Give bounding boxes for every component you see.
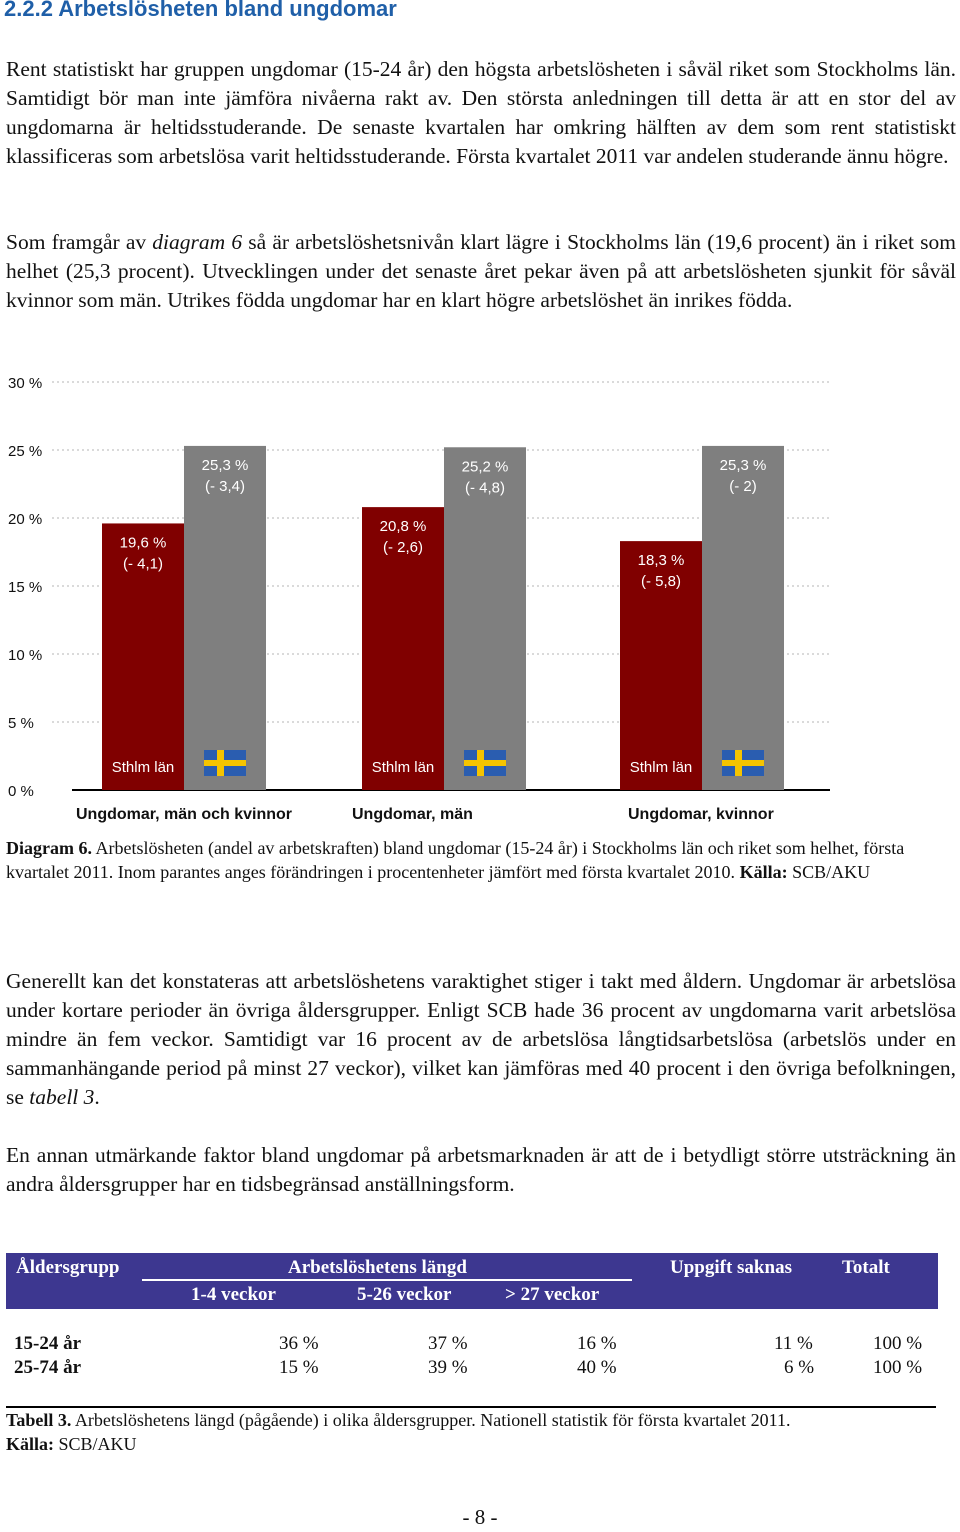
- y-tick-label: 25 %: [8, 443, 42, 460]
- table-source-label: Källa:: [6, 1434, 54, 1454]
- bar-change-label: (- 2,6): [383, 539, 423, 556]
- bar: [702, 445, 784, 790]
- bar: [444, 447, 526, 790]
- header-sub-5-26: 5-26 veckor: [357, 1284, 452, 1305]
- row-value-27: 16 %: [577, 1333, 617, 1354]
- paragraph-duration: Generellt kan det konstateras att arbets…: [6, 967, 956, 1112]
- page-number: - 8 -: [462, 1505, 498, 1529]
- bar-change-label: (- 4,1): [123, 555, 163, 572]
- row-value-missing: 11 %: [774, 1333, 813, 1354]
- bar: [362, 507, 444, 790]
- header-divider: [142, 1279, 632, 1281]
- bar-region-label: Sthlm län: [112, 759, 175, 776]
- table-caption-label: Tabell 3.: [6, 1410, 72, 1430]
- paragraph-text: Generellt kan det konstateras att arbets…: [6, 969, 956, 1109]
- table-row: 25-74 år 15 % 39 % 40 % 6 % 100 %: [14, 1357, 934, 1381]
- row-value-total: 100 %: [873, 1333, 923, 1354]
- row-age-group: 15-24 år: [14, 1333, 82, 1354]
- bar: [184, 445, 266, 790]
- table-header: Åldersgrupp Arbetslöshetens längd Uppgif…: [6, 1253, 938, 1309]
- x-category-label: Ungdomar, män och kvinnor: [76, 806, 292, 823]
- flag-cross-horizontal: [722, 760, 764, 766]
- bar-value-label: 19,6 %: [120, 534, 167, 551]
- y-tick-label: 5 %: [8, 715, 34, 732]
- bar: [102, 523, 184, 790]
- y-tick-label: 10 %: [8, 647, 42, 664]
- y-tick-label: 15 %: [8, 579, 42, 596]
- diagram-caption: Diagram 6. Arbetslösheten (andel av arbe…: [6, 836, 951, 884]
- table-caption-text: Arbetslöshetens längd (pågående) i olika…: [71, 1410, 791, 1430]
- table-caption-rule: [6, 1406, 936, 1408]
- bar-region-label: Sthlm län: [372, 759, 435, 776]
- y-tick-label: 30 %: [8, 375, 42, 392]
- diagram-source-label: Källa:: [739, 862, 788, 882]
- diagram-source: SCB/AKU: [787, 862, 871, 882]
- row-age-group: 25-74 år: [14, 1357, 82, 1378]
- table-reference: tabell 3: [29, 1085, 95, 1109]
- y-tick-label: 0 %: [8, 783, 34, 800]
- paragraph-text: så är arbetslöshetsnivån klart lägre i S…: [6, 230, 956, 312]
- row-value-total: 100 %: [873, 1357, 923, 1378]
- table-caption: Tabell 3. Arbetslöshetens längd (pågåend…: [6, 1408, 956, 1456]
- paragraph-diagram-ref: Som framgår av diagram 6 så är arbetslös…: [6, 228, 956, 315]
- header-gap: [658, 1279, 823, 1281]
- header-sub-27: > 27 veckor: [505, 1284, 600, 1305]
- row-value-1-4: 36 %: [279, 1333, 319, 1354]
- bar-change-label: (- 2): [729, 478, 757, 495]
- y-tick-label: 20 %: [8, 511, 42, 528]
- paragraph-text: .: [94, 1085, 100, 1109]
- bar-change-label: (- 3,4): [205, 478, 245, 495]
- header-total: Totalt: [842, 1257, 890, 1278]
- flag-cross-horizontal: [204, 760, 246, 766]
- bar-chart-svg: 0 % 5 % 10 % 15 % 20 % 25 % 30 % 19,6 % (- 4,1) S…: [8, 375, 830, 823]
- row-value-1-4: 15 %: [279, 1357, 319, 1378]
- unemployment-chart: 0 % 5 % 10 % 15 % 20 % 25 % 30 % 19,6 % (- 4,1) S…: [0, 362, 960, 832]
- header-missing: Uppgift saknas: [670, 1257, 792, 1278]
- x-category-label: Ungdomar, män: [352, 806, 473, 823]
- bar-value-label: 25,3 %: [202, 457, 249, 474]
- row-value-missing: 6 %: [784, 1357, 815, 1378]
- row-value-5-26: 37 %: [428, 1333, 468, 1354]
- bar-region-label: Sthlm län: [630, 759, 693, 776]
- bar-value-label: 25,3 %: [720, 457, 767, 474]
- paragraph-intro: Rent statistiskt har gruppen ungdomar (1…: [6, 57, 956, 168]
- row-value-5-26: 39 %: [428, 1357, 468, 1378]
- section-heading: 2.2.2 Arbetslösheten bland ungdomar: [4, 0, 397, 21]
- diagram-caption-text: Arbetslösheten (andel av arbetskraften) …: [6, 838, 905, 882]
- flag-cross-horizontal: [464, 760, 506, 766]
- bar-change-label: (- 4,8): [465, 479, 505, 496]
- row-value-27: 40 %: [577, 1357, 617, 1378]
- paragraph-employment-form: En annan utmärkande faktor bland ungdoma…: [6, 1143, 956, 1196]
- bar: [620, 541, 702, 790]
- bar-value-label: 18,3 %: [638, 552, 685, 569]
- bar-value-label: 25,2 %: [462, 458, 509, 475]
- bar-value-label: 20,8 %: [380, 518, 427, 535]
- header-sub-1-4: 1-4 veckor: [191, 1284, 276, 1305]
- table-source: SCB/AKU: [54, 1434, 137, 1454]
- paragraph-text: Som framgår av: [6, 230, 153, 254]
- table-row: 15-24 år 36 % 37 % 16 % 11 % 100 %: [14, 1333, 934, 1357]
- bar-change-label: (- 5,8): [641, 573, 681, 590]
- diagram-caption-label: Diagram 6.: [6, 838, 92, 858]
- header-age-group: Åldersgrupp: [16, 1257, 120, 1278]
- x-category-label: Ungdomar, kvinnor: [628, 806, 774, 823]
- diagram-reference: diagram 6: [152, 230, 243, 254]
- header-duration: Arbetslöshetens längd: [288, 1257, 467, 1278]
